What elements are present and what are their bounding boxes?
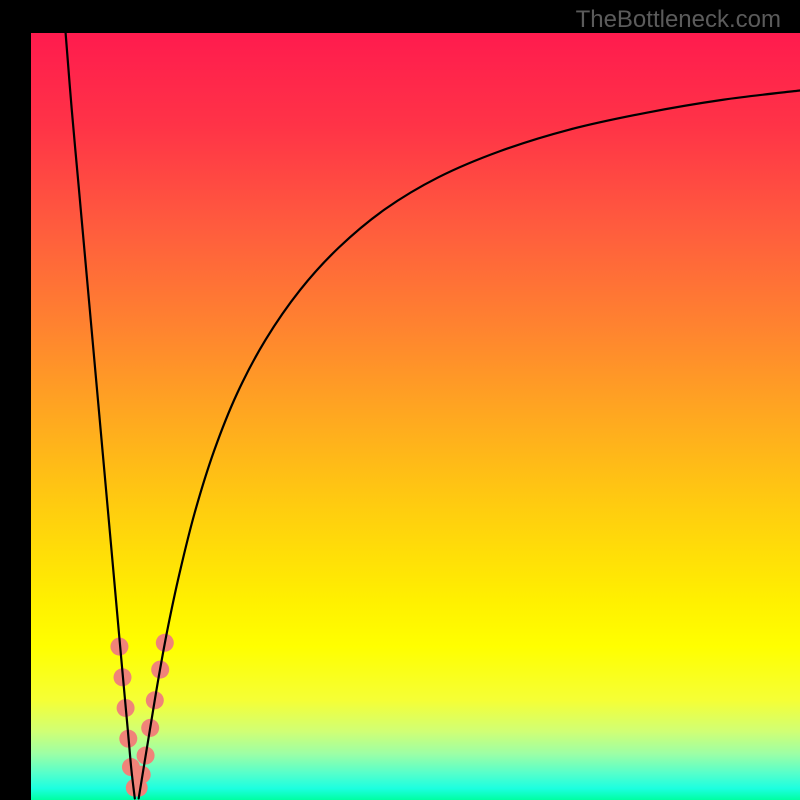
left-curve: [66, 33, 135, 798]
chart-root: TheBottleneck.com: [0, 0, 800, 800]
plot-svg: [0, 0, 800, 800]
right-curve: [139, 91, 800, 799]
curve-group: [66, 33, 800, 798]
watermark-text: TheBottleneck.com: [576, 6, 781, 34]
